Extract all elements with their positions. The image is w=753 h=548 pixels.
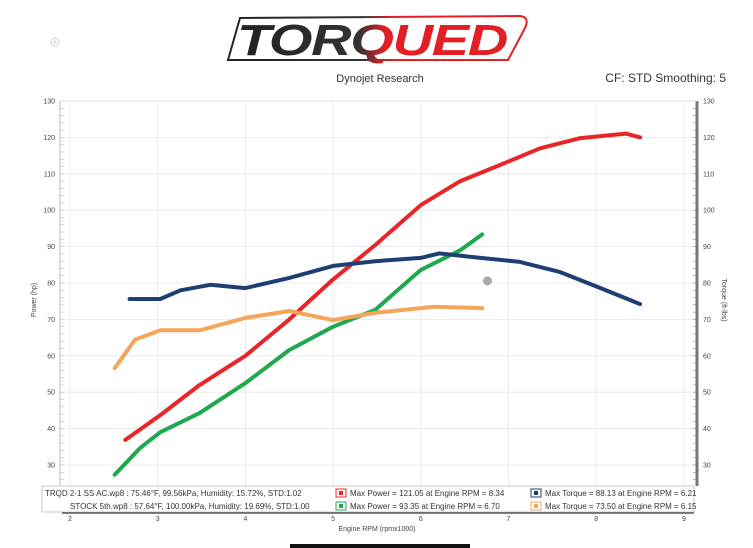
y-tick-label-right: 40 — [703, 426, 711, 433]
y-tick-label-right: 50 — [703, 390, 711, 397]
x-tick-label: 9 — [682, 516, 686, 523]
y-tick-label-right: 80 — [703, 281, 711, 288]
home-indicator[interactable] — [290, 544, 470, 548]
legend-swatch-stock-power — [339, 504, 343, 508]
x-tick-label: 7 — [507, 516, 511, 523]
zoom-in-icon[interactable] — [50, 37, 60, 47]
y-tick-label-left: 50 — [47, 390, 55, 397]
y-axis-left-label: Power (hp) — [31, 283, 38, 317]
y-tick-label-left: 120 — [43, 135, 55, 142]
y-tick-label-right: 100 — [703, 208, 715, 215]
y-tick-label-left: 80 — [47, 281, 55, 288]
x-tick-label: 6 — [419, 516, 423, 523]
legend-max-torque: Max Torque = 88.13 at Engine RPM = 6.21 — [545, 489, 697, 498]
y-tick-label-right: 60 — [703, 353, 711, 360]
cursor-marker — [482, 276, 492, 286]
series-line-trqd-power — [123, 131, 643, 442]
y-tick-label-left: 90 — [47, 244, 55, 251]
legend: TRQD 2-1 SS AC.wp8 : 75.46°F, 99.56kPa, … — [41, 485, 697, 514]
y-tick-label-left: 60 — [47, 353, 55, 360]
y-axis-right-label: Torque (ft-lbs) — [720, 278, 727, 321]
legend-row: STOCK 5th.wp8 : 57.64°F, 100.00kPa, Humi… — [70, 501, 697, 511]
x-tick-label: 8 — [594, 516, 598, 523]
x-tick-label: 3 — [156, 516, 160, 523]
legend-max-power: Max Power = 121.05 at Engine RPM = 8.34 — [350, 489, 505, 498]
series-line-trqd-torque — [127, 251, 643, 307]
series-line-stock-power — [112, 232, 485, 477]
legend-conditions: : 57.64°F, 100.00kPa, Humidity: 19.69%, … — [128, 502, 311, 511]
legend-max-power: Max Power = 93.35 at Engine RPM = 6.70 — [350, 502, 500, 511]
legend-max-torque: Max Torque = 73.50 at Engine RPM = 6.15 — [545, 502, 697, 511]
y-tick-label-right: 90 — [703, 244, 711, 251]
legend-swatch-trqd-power — [339, 491, 343, 495]
y-tick-label-right: 130 — [703, 99, 715, 106]
y-tick-label-right: 70 — [703, 317, 711, 324]
svg-text:TORQUED: TORQUED — [237, 16, 507, 65]
y-tick-label-left: 110 — [44, 171, 55, 178]
x-axis-label: Engine RPM (rpmx1000) — [338, 526, 415, 533]
svg-text:STOCK 5th.wp8 : 57.64°F, 100.0: STOCK 5th.wp8 : 57.64°F, 100.00kPa, Humi… — [70, 502, 310, 511]
settings-label: CF: STD Smoothing: 5 — [605, 71, 726, 85]
legend-file: STOCK 5th.wp8 — [70, 502, 128, 511]
svg-text:TRQD 2-1 SS AC.wp8 : 75.46°F,: TRQD 2-1 SS AC.wp8 : 75.46°F, 99.56kPa, … — [45, 489, 302, 498]
y-tick-label-right: 110 — [703, 171, 714, 178]
y-tick-label-left: 100 — [43, 208, 55, 215]
legend-conditions: : 75.46°F, 99.56kPa, Humidity: 15.72%, S… — [124, 489, 302, 498]
x-tick-label: 4 — [243, 516, 247, 523]
y-tick-label-left: 30 — [47, 463, 55, 470]
y-tick-label-left: 130 — [43, 99, 55, 106]
x-tick-label: 5 — [331, 516, 335, 523]
legend-file: TRQD 2-1 SS AC.wp8 — [45, 489, 125, 498]
chart-subtitle: Dynojet Research — [336, 73, 423, 85]
y-tick-label-left: 40 — [47, 426, 55, 433]
torqued-logo: TORQUED — [226, 14, 528, 65]
legend-swatch-stock-torque — [534, 504, 538, 508]
x-tick-label: 2 — [68, 516, 72, 523]
y-tick-label-right: 30 — [703, 463, 711, 470]
y-tick-label-right: 120 — [703, 135, 715, 142]
y-tick-label-left: 70 — [47, 317, 55, 324]
legend-swatch-trqd-torque — [534, 491, 538, 495]
series-line-stock-torque — [112, 304, 485, 371]
legend-row: TRQD 2-1 SS AC.wp8 : 75.46°F, 99.56kPa, … — [45, 488, 697, 498]
